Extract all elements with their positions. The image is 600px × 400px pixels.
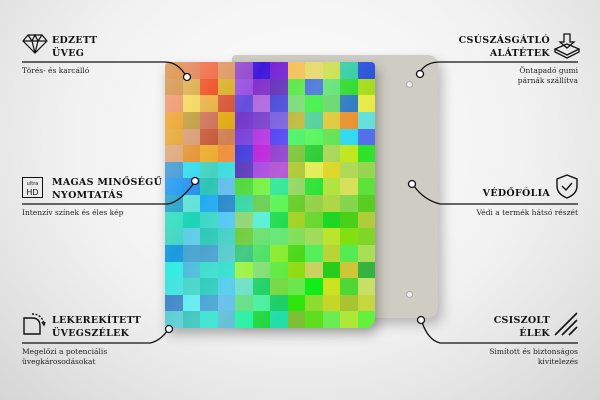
feature-desc-polished-edges: Simított és biztonságos kivitelezés xyxy=(408,347,578,367)
feature-high-quality-print: MAGAS MINŐSÉGŰ NYOMTATÁS xyxy=(52,176,222,202)
diamond-icon xyxy=(22,34,48,54)
connector-line xyxy=(22,182,195,205)
feature-title: EDZETT xyxy=(52,35,98,46)
feature-desc-rounded-edges: Megelőzi a potenciális üvegkárosodásokat xyxy=(22,347,192,367)
connector-line xyxy=(22,329,169,344)
feature-desc: Simított és biztonságos xyxy=(489,347,578,356)
feature-protective-foil: VÉDŐFÓLIA xyxy=(380,187,550,200)
feature-desc: Megelőzi a potenciális xyxy=(22,347,108,356)
connector-dot xyxy=(416,315,426,325)
feature-desc-anti-slip-pads: Öntapadó gumi párnák szállítva xyxy=(408,66,578,86)
feature-desc: üvegkárosodásokat xyxy=(22,357,96,366)
feature-desc-protective-foil: Védi a termék hátsó részét xyxy=(408,208,578,218)
feature-polished-edges: CSISZOLT ÉLEK xyxy=(380,314,550,340)
feature-desc: kivitelezés xyxy=(537,357,578,366)
feature-desc: Öntapadó gumi xyxy=(519,66,578,75)
connector-dot xyxy=(407,179,417,189)
feature-desc: Törés- és karcálló xyxy=(22,66,90,75)
feature-title: ALÁTÉTEK xyxy=(489,48,550,59)
feature-title: CSÚSZÁSGÁTLÓ xyxy=(458,35,550,46)
feature-title: CSISZOLT xyxy=(493,315,550,326)
feature-title: NYOMTATÁS xyxy=(52,190,124,201)
icon-text: ultra xyxy=(26,181,39,187)
connector-line xyxy=(413,185,578,205)
connector-line xyxy=(22,61,187,77)
pad-down-arrow-icon xyxy=(554,33,580,59)
feature-rounded-edges: LEKEREKÍTETT ÜVEGSZÉLEK xyxy=(52,314,222,340)
feature-desc: Védi a termék hátsó részét xyxy=(476,208,578,217)
feature-title: ÉLEK xyxy=(519,328,550,339)
feature-title: ÜVEGSZÉLEK xyxy=(52,328,130,339)
connector-line xyxy=(419,61,578,73)
shield-check-icon xyxy=(556,174,578,199)
feature-title: LEKEREKÍTETT xyxy=(52,315,141,326)
connector-dot xyxy=(190,176,200,186)
feature-desc-high-quality-print: Intenzív színek és éles kép xyxy=(22,208,192,218)
polished-edge-icon xyxy=(554,312,578,336)
feature-title: VÉDŐFÓLIA xyxy=(482,188,550,199)
feature-title: ÜVEG xyxy=(52,48,85,59)
connector-dot xyxy=(182,72,192,82)
pad-hole xyxy=(406,291,413,298)
ultra-hd-icon: ultra HD xyxy=(22,177,43,198)
pad-hole xyxy=(406,81,413,88)
feature-desc: párnák szállítva xyxy=(517,76,578,85)
feature-tempered-glass: EDZETT ÜVEG xyxy=(52,34,222,60)
glass-mosaic-panel xyxy=(165,62,375,328)
feature-anti-slip-pads: CSÚSZÁSGÁTLÓ ALÁTÉTEK xyxy=(380,34,550,60)
connector-dot xyxy=(164,324,174,334)
icon-text: HD xyxy=(26,188,39,197)
feature-desc-tempered-glass: Törés- és karcálló xyxy=(22,66,192,76)
rounded-corner-icon xyxy=(23,313,46,335)
connector-dot xyxy=(415,69,425,79)
connector-line xyxy=(421,321,578,344)
feature-desc: Intenzív színek és éles kép xyxy=(22,208,124,217)
feature-title: MAGAS MINŐSÉGŰ xyxy=(52,177,163,188)
